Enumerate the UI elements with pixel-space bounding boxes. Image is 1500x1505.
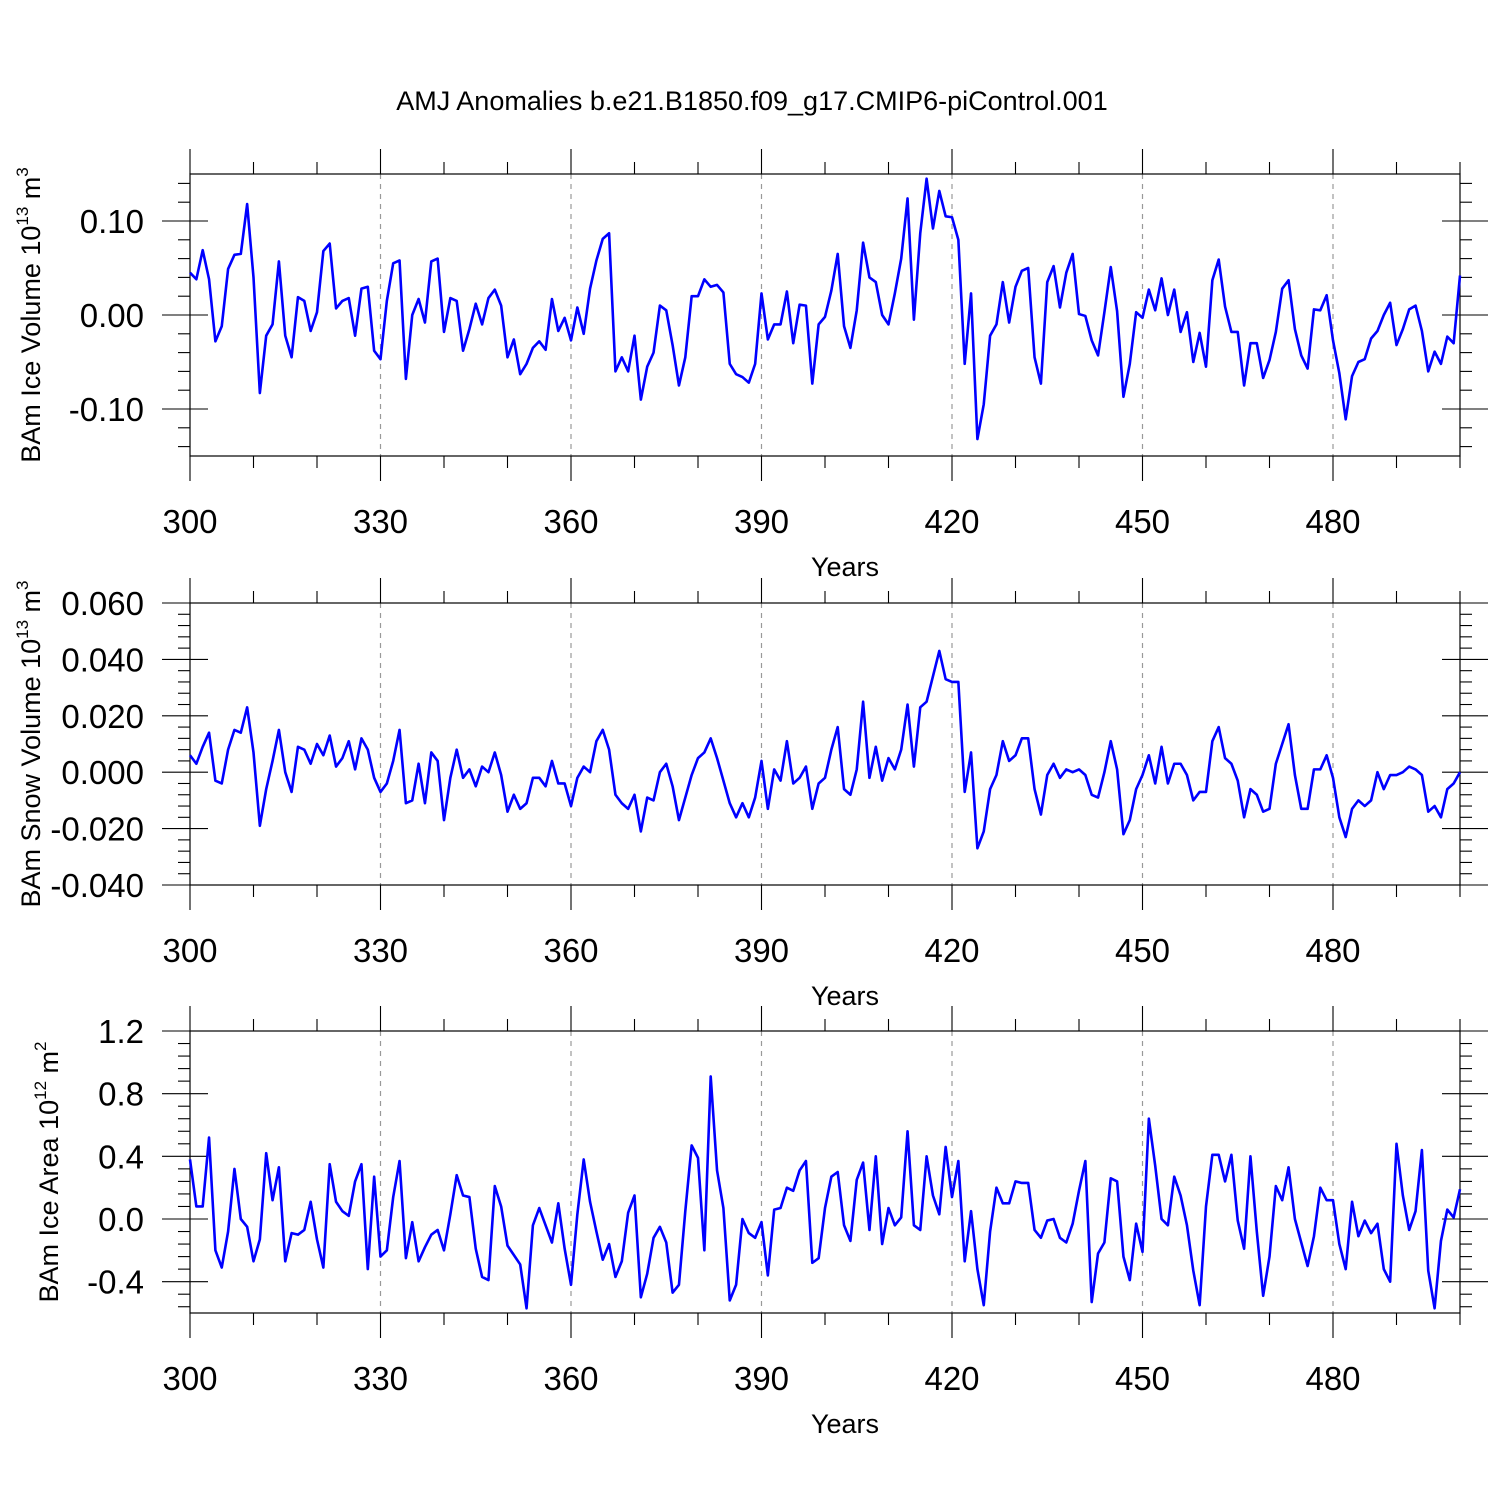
y-tick-label: 1.2 bbox=[98, 1013, 144, 1050]
y-tick-label: 0.0 bbox=[98, 1201, 144, 1238]
figure-title: AMJ Anomalies b.e21.B1850.f09_g17.CMIP6-… bbox=[396, 86, 1107, 116]
y-tick-label: 0.040 bbox=[61, 641, 144, 678]
y-tick-label: 0.020 bbox=[61, 698, 144, 735]
x-tick-label: 360 bbox=[543, 1360, 598, 1397]
x-tick-label: 390 bbox=[734, 1360, 789, 1397]
x-tick-label: 480 bbox=[1305, 503, 1360, 540]
x-tick-label: 300 bbox=[162, 503, 217, 540]
x-tick-label: 480 bbox=[1305, 1360, 1360, 1397]
x-tick-label: 450 bbox=[1115, 503, 1170, 540]
x-tick-label: 300 bbox=[162, 1360, 217, 1397]
x-tick-label: 330 bbox=[353, 1360, 408, 1397]
x-tick-label: 390 bbox=[734, 932, 789, 969]
y-tick-label: 0.000 bbox=[61, 754, 144, 791]
chart-panel-2: 300 330 360 390 420 450 480 Years -0.040 -0.020 0.… bbox=[13, 578, 1488, 1011]
x-axis-label: Years bbox=[811, 552, 879, 582]
y-tick-label: -0.10 bbox=[69, 391, 144, 428]
x-tick-label: 450 bbox=[1115, 932, 1170, 969]
series-line bbox=[190, 651, 1460, 848]
x-tick-label: 480 bbox=[1305, 932, 1360, 969]
y-axis-label: BAm Ice Area 1012 m2 bbox=[31, 1042, 64, 1303]
y-axis-label: BAm Snow Volume 1013 m3 bbox=[13, 580, 46, 907]
x-tick-label: 420 bbox=[924, 1360, 979, 1397]
x-axis-label: Years bbox=[811, 981, 879, 1011]
x-tick-label: 420 bbox=[924, 932, 979, 969]
y-tick-label: 0.060 bbox=[61, 585, 144, 622]
chart-panel-1: 300 330 360 390 420 450 480 Years -0.10 0.00 0.10 B… bbox=[13, 149, 1488, 582]
y-tick-label: 0.8 bbox=[98, 1076, 144, 1113]
x-tick-label: 360 bbox=[543, 503, 598, 540]
y-tick-label: -0.4 bbox=[87, 1264, 144, 1301]
x-tick-label: 420 bbox=[924, 503, 979, 540]
y-tick-label: 0.4 bbox=[98, 1138, 144, 1175]
x-axis-label: Years bbox=[811, 1409, 879, 1439]
x-tick-label: 330 bbox=[353, 503, 408, 540]
y-axis-label: BAm Ice Volume 1013 m3 bbox=[13, 167, 46, 463]
y-tick-label: 0.10 bbox=[80, 203, 144, 240]
y-tick-label: -0.020 bbox=[50, 811, 144, 848]
x-tick-label: 330 bbox=[353, 932, 408, 969]
y-tick-label: -0.040 bbox=[50, 867, 144, 904]
x-tick-label: 360 bbox=[543, 932, 598, 969]
x-tick-label: 390 bbox=[734, 503, 789, 540]
x-tick-label: 300 bbox=[162, 932, 217, 969]
x-tick-label: 450 bbox=[1115, 1360, 1170, 1397]
y-tick-label: 0.00 bbox=[80, 297, 144, 334]
chart-panel-3: 300 330 360 390 420 450 480 Years -0.4 0.0 0.4 0.8 1… bbox=[31, 1006, 1488, 1439]
